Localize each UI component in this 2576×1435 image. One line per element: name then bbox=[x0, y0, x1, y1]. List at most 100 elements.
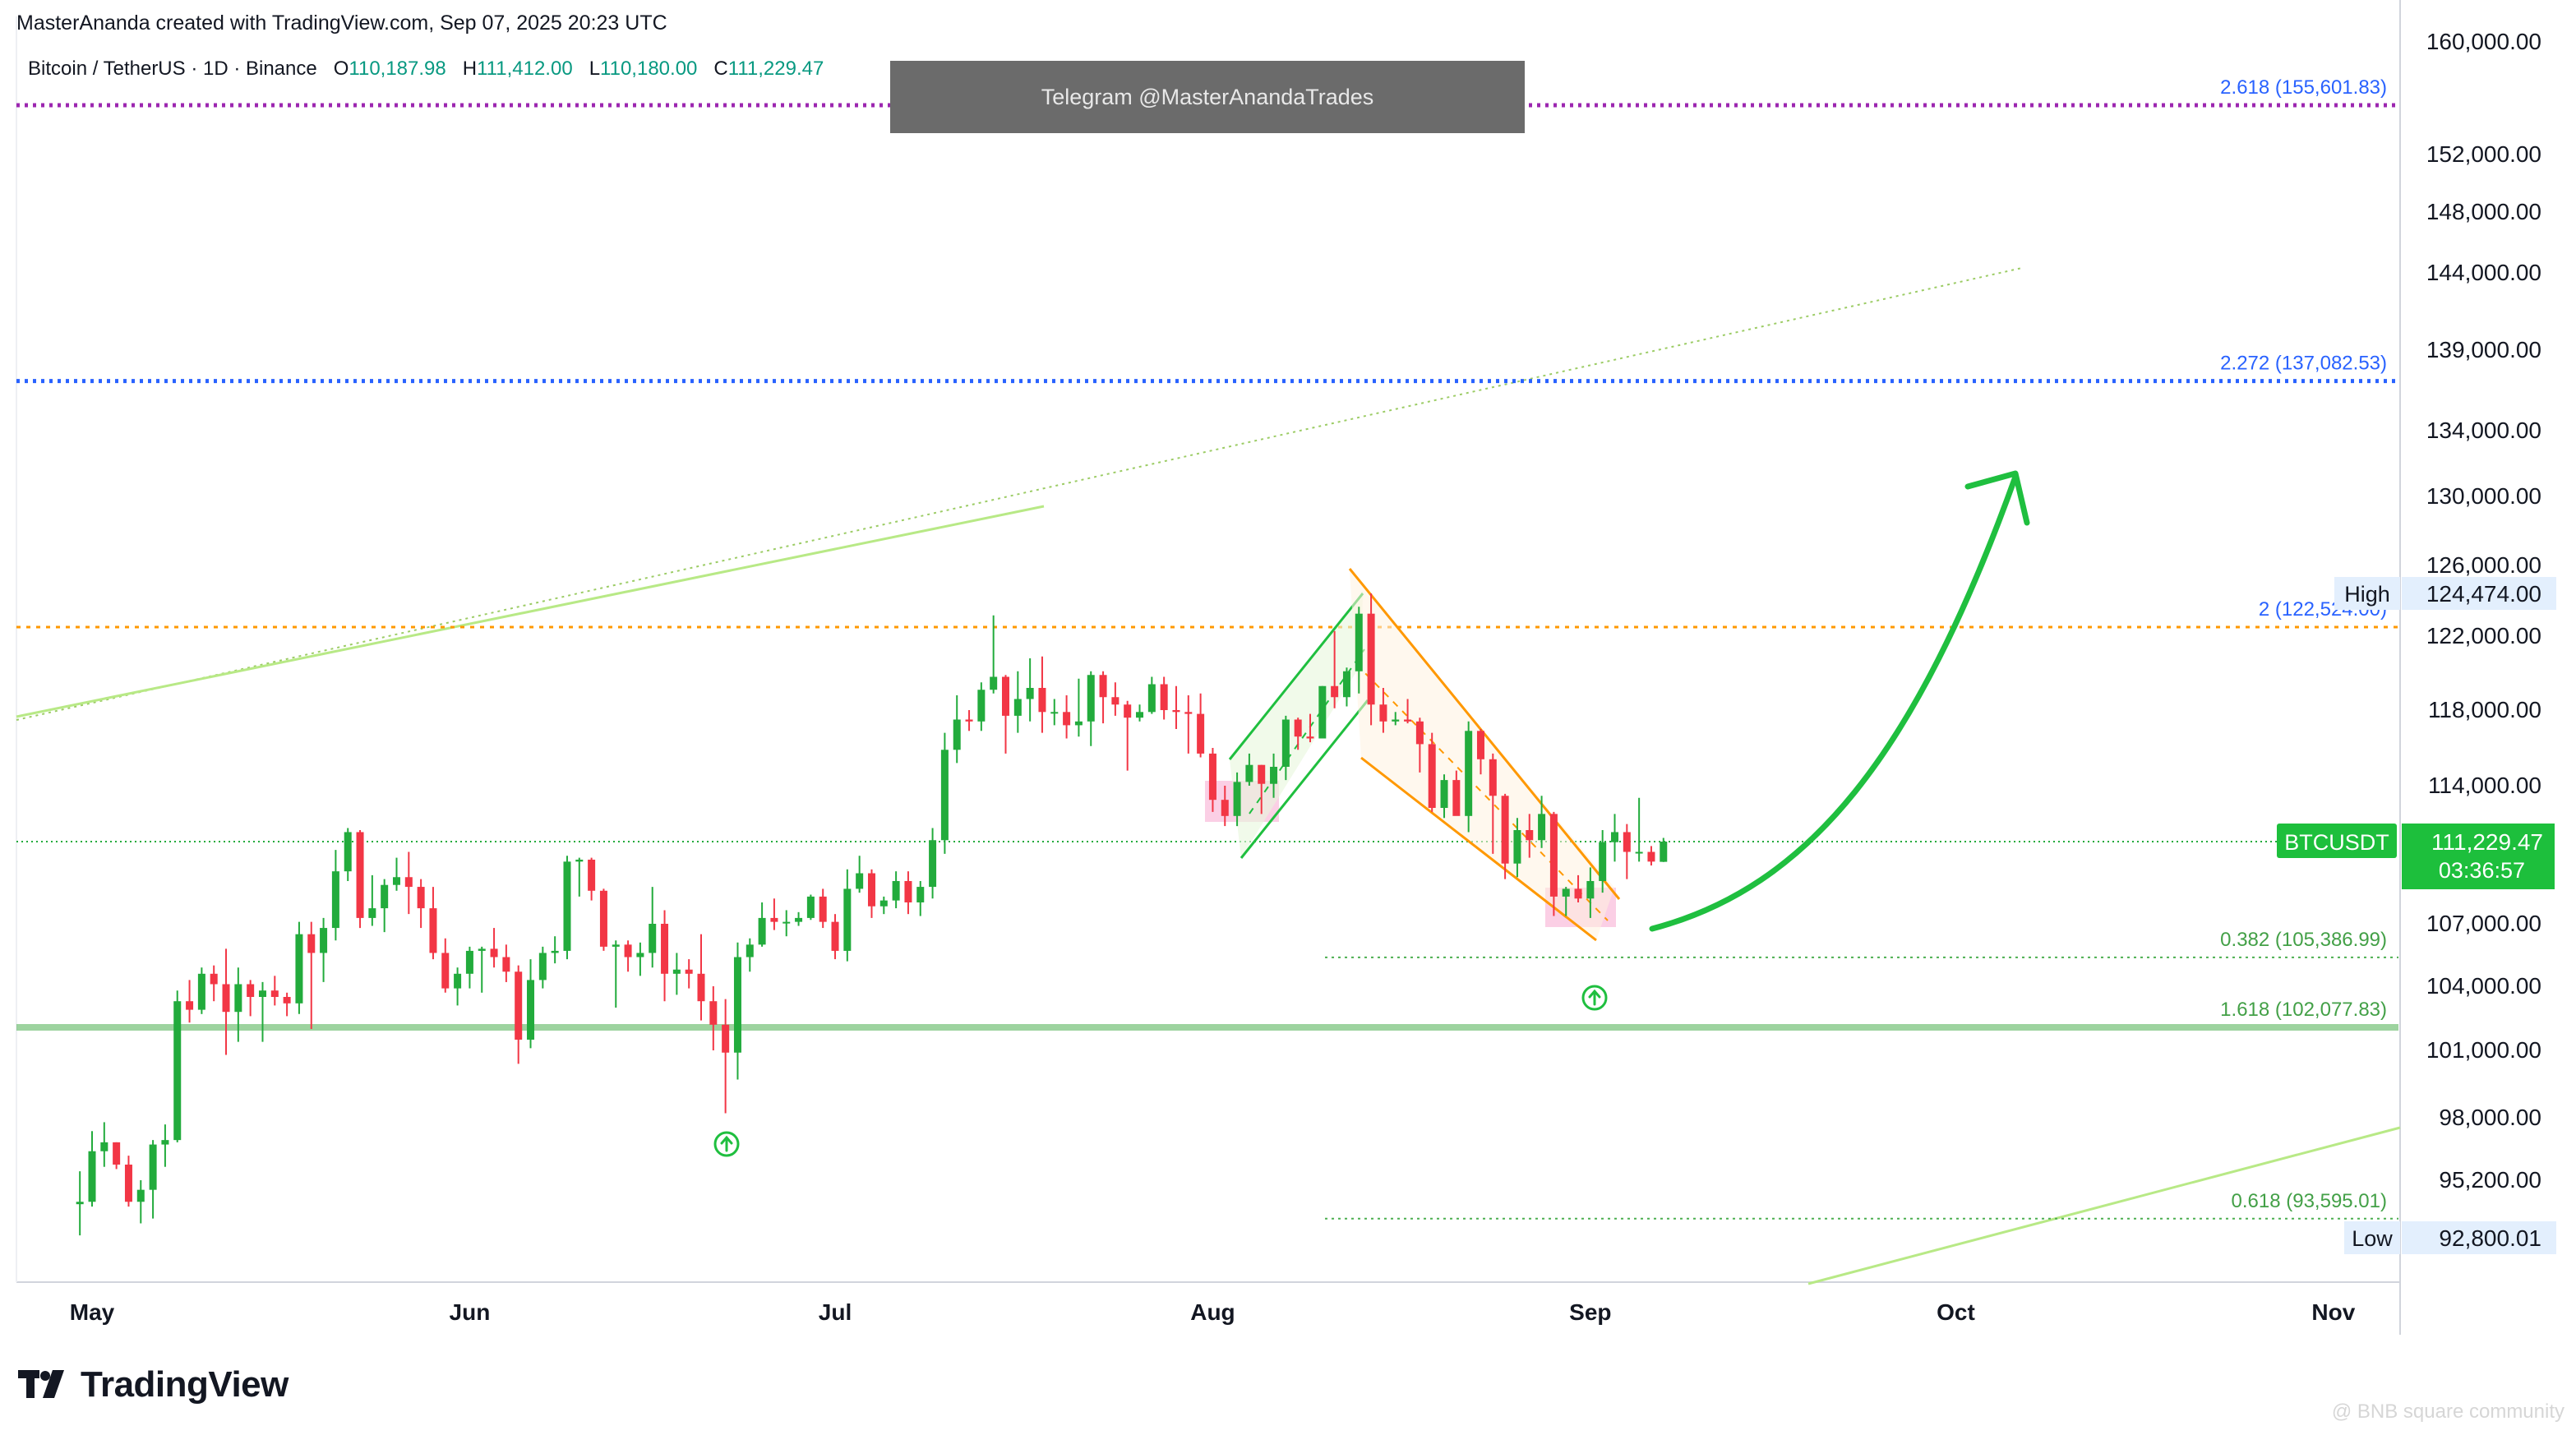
candle-body bbox=[113, 1142, 121, 1165]
candle bbox=[1635, 797, 1643, 862]
candle bbox=[1063, 695, 1071, 739]
candle bbox=[490, 928, 498, 968]
candle bbox=[1306, 713, 1314, 743]
candle-body bbox=[953, 719, 961, 750]
candle bbox=[916, 880, 925, 916]
candle-body bbox=[1111, 697, 1119, 705]
time-tick-label: Sep bbox=[1569, 1299, 1611, 1325]
candle-body bbox=[709, 1001, 718, 1025]
candle bbox=[417, 879, 425, 929]
candle-body bbox=[1501, 796, 1509, 864]
candle-body bbox=[551, 950, 559, 953]
price-tick-label: 101,000.00 bbox=[2426, 1037, 2541, 1063]
price-tick-label: 114,000.00 bbox=[2428, 773, 2541, 798]
candle bbox=[356, 829, 364, 929]
candle bbox=[502, 944, 510, 982]
fib-level-label: 2.272 (137,082.53) bbox=[2220, 353, 2387, 375]
candle-body bbox=[197, 973, 205, 1010]
candle-body bbox=[782, 921, 791, 924]
candle bbox=[404, 851, 413, 915]
candle bbox=[1647, 846, 1655, 866]
candle bbox=[197, 967, 205, 1014]
candle-body bbox=[795, 917, 803, 922]
price-tick-label: 98,000.00 bbox=[2439, 1105, 2541, 1130]
candle-body bbox=[1258, 764, 1266, 784]
close-label: C bbox=[713, 58, 728, 80]
candle bbox=[697, 934, 705, 1021]
candle bbox=[1428, 732, 1436, 812]
candle-body bbox=[1586, 880, 1595, 899]
time-tick-label: Oct bbox=[1937, 1299, 1975, 1325]
price-tick-label: 104,000.00 bbox=[2426, 973, 2541, 999]
candle-body bbox=[283, 997, 291, 1004]
candle-body bbox=[429, 908, 437, 953]
candle bbox=[1172, 685, 1180, 729]
high-label-bg bbox=[2334, 577, 2400, 610]
candle bbox=[222, 948, 230, 1055]
low-value: 110,180.00 bbox=[600, 58, 698, 80]
candle-body bbox=[320, 928, 328, 953]
symbol-name[interactable]: Bitcoin / TetherUS · 1D · Binance bbox=[28, 58, 317, 80]
fib-level-label: 2.618 (155,601.83) bbox=[2220, 76, 2387, 99]
price-tick-label: 122,000.00 bbox=[2426, 623, 2541, 648]
candle bbox=[1660, 837, 1668, 862]
candle bbox=[270, 976, 279, 1006]
candle-body bbox=[977, 690, 986, 722]
candle-body bbox=[1050, 712, 1059, 714]
candle bbox=[1489, 753, 1497, 854]
candle bbox=[649, 887, 657, 968]
candle-body bbox=[1124, 704, 1132, 718]
candle bbox=[88, 1131, 96, 1207]
candle bbox=[1392, 712, 1400, 726]
candle-body bbox=[770, 917, 778, 922]
candle-body bbox=[904, 880, 912, 902]
candle-body bbox=[173, 1001, 182, 1141]
candle-body bbox=[1415, 721, 1424, 745]
candle-body bbox=[1002, 676, 1009, 716]
candle bbox=[1111, 682, 1119, 716]
candle bbox=[538, 946, 547, 989]
candle-body bbox=[393, 877, 400, 885]
candle bbox=[856, 856, 864, 893]
price-tick-label: 152,000.00 bbox=[2426, 141, 2541, 167]
candle-body bbox=[1306, 736, 1314, 739]
candle-body bbox=[1660, 841, 1668, 862]
trendline-upper-dotted bbox=[16, 267, 2023, 721]
fib-level-label: 0.618 (93,595.01) bbox=[2232, 1190, 2387, 1212]
candle bbox=[672, 953, 681, 995]
candle bbox=[515, 965, 523, 1064]
open-label: O bbox=[333, 58, 349, 80]
telegram-banner: Telegram @MasterAnandaTrades bbox=[890, 61, 1525, 133]
candle-body bbox=[1513, 829, 1521, 864]
candle bbox=[478, 946, 486, 993]
candle-body bbox=[1562, 888, 1570, 897]
candle-body bbox=[1355, 613, 1363, 671]
candle bbox=[977, 682, 986, 731]
candle-body bbox=[270, 990, 279, 997]
marker-arrow bbox=[1588, 989, 1601, 1006]
candle bbox=[1038, 656, 1046, 733]
candle bbox=[953, 695, 961, 764]
candle-body bbox=[368, 908, 376, 918]
candle-body bbox=[636, 953, 644, 957]
candle-body bbox=[1635, 851, 1643, 854]
candle-body bbox=[527, 980, 535, 1040]
candle-body bbox=[1392, 719, 1400, 722]
candle-body bbox=[161, 1140, 169, 1145]
candle bbox=[843, 869, 852, 962]
tradingview-brand[interactable]: TradingView bbox=[18, 1364, 289, 1405]
candle bbox=[990, 615, 998, 694]
candle bbox=[1136, 704, 1144, 722]
candle bbox=[320, 917, 328, 982]
candle bbox=[782, 910, 791, 937]
projection-arrow-head-icon bbox=[1964, 470, 2030, 526]
candle bbox=[1465, 721, 1473, 833]
candle bbox=[685, 959, 693, 989]
marker-circle bbox=[713, 1131, 740, 1157]
candle bbox=[1452, 770, 1461, 816]
candle-body bbox=[538, 953, 547, 981]
rising-channel-lower bbox=[1240, 699, 1369, 859]
candle bbox=[173, 990, 182, 1142]
